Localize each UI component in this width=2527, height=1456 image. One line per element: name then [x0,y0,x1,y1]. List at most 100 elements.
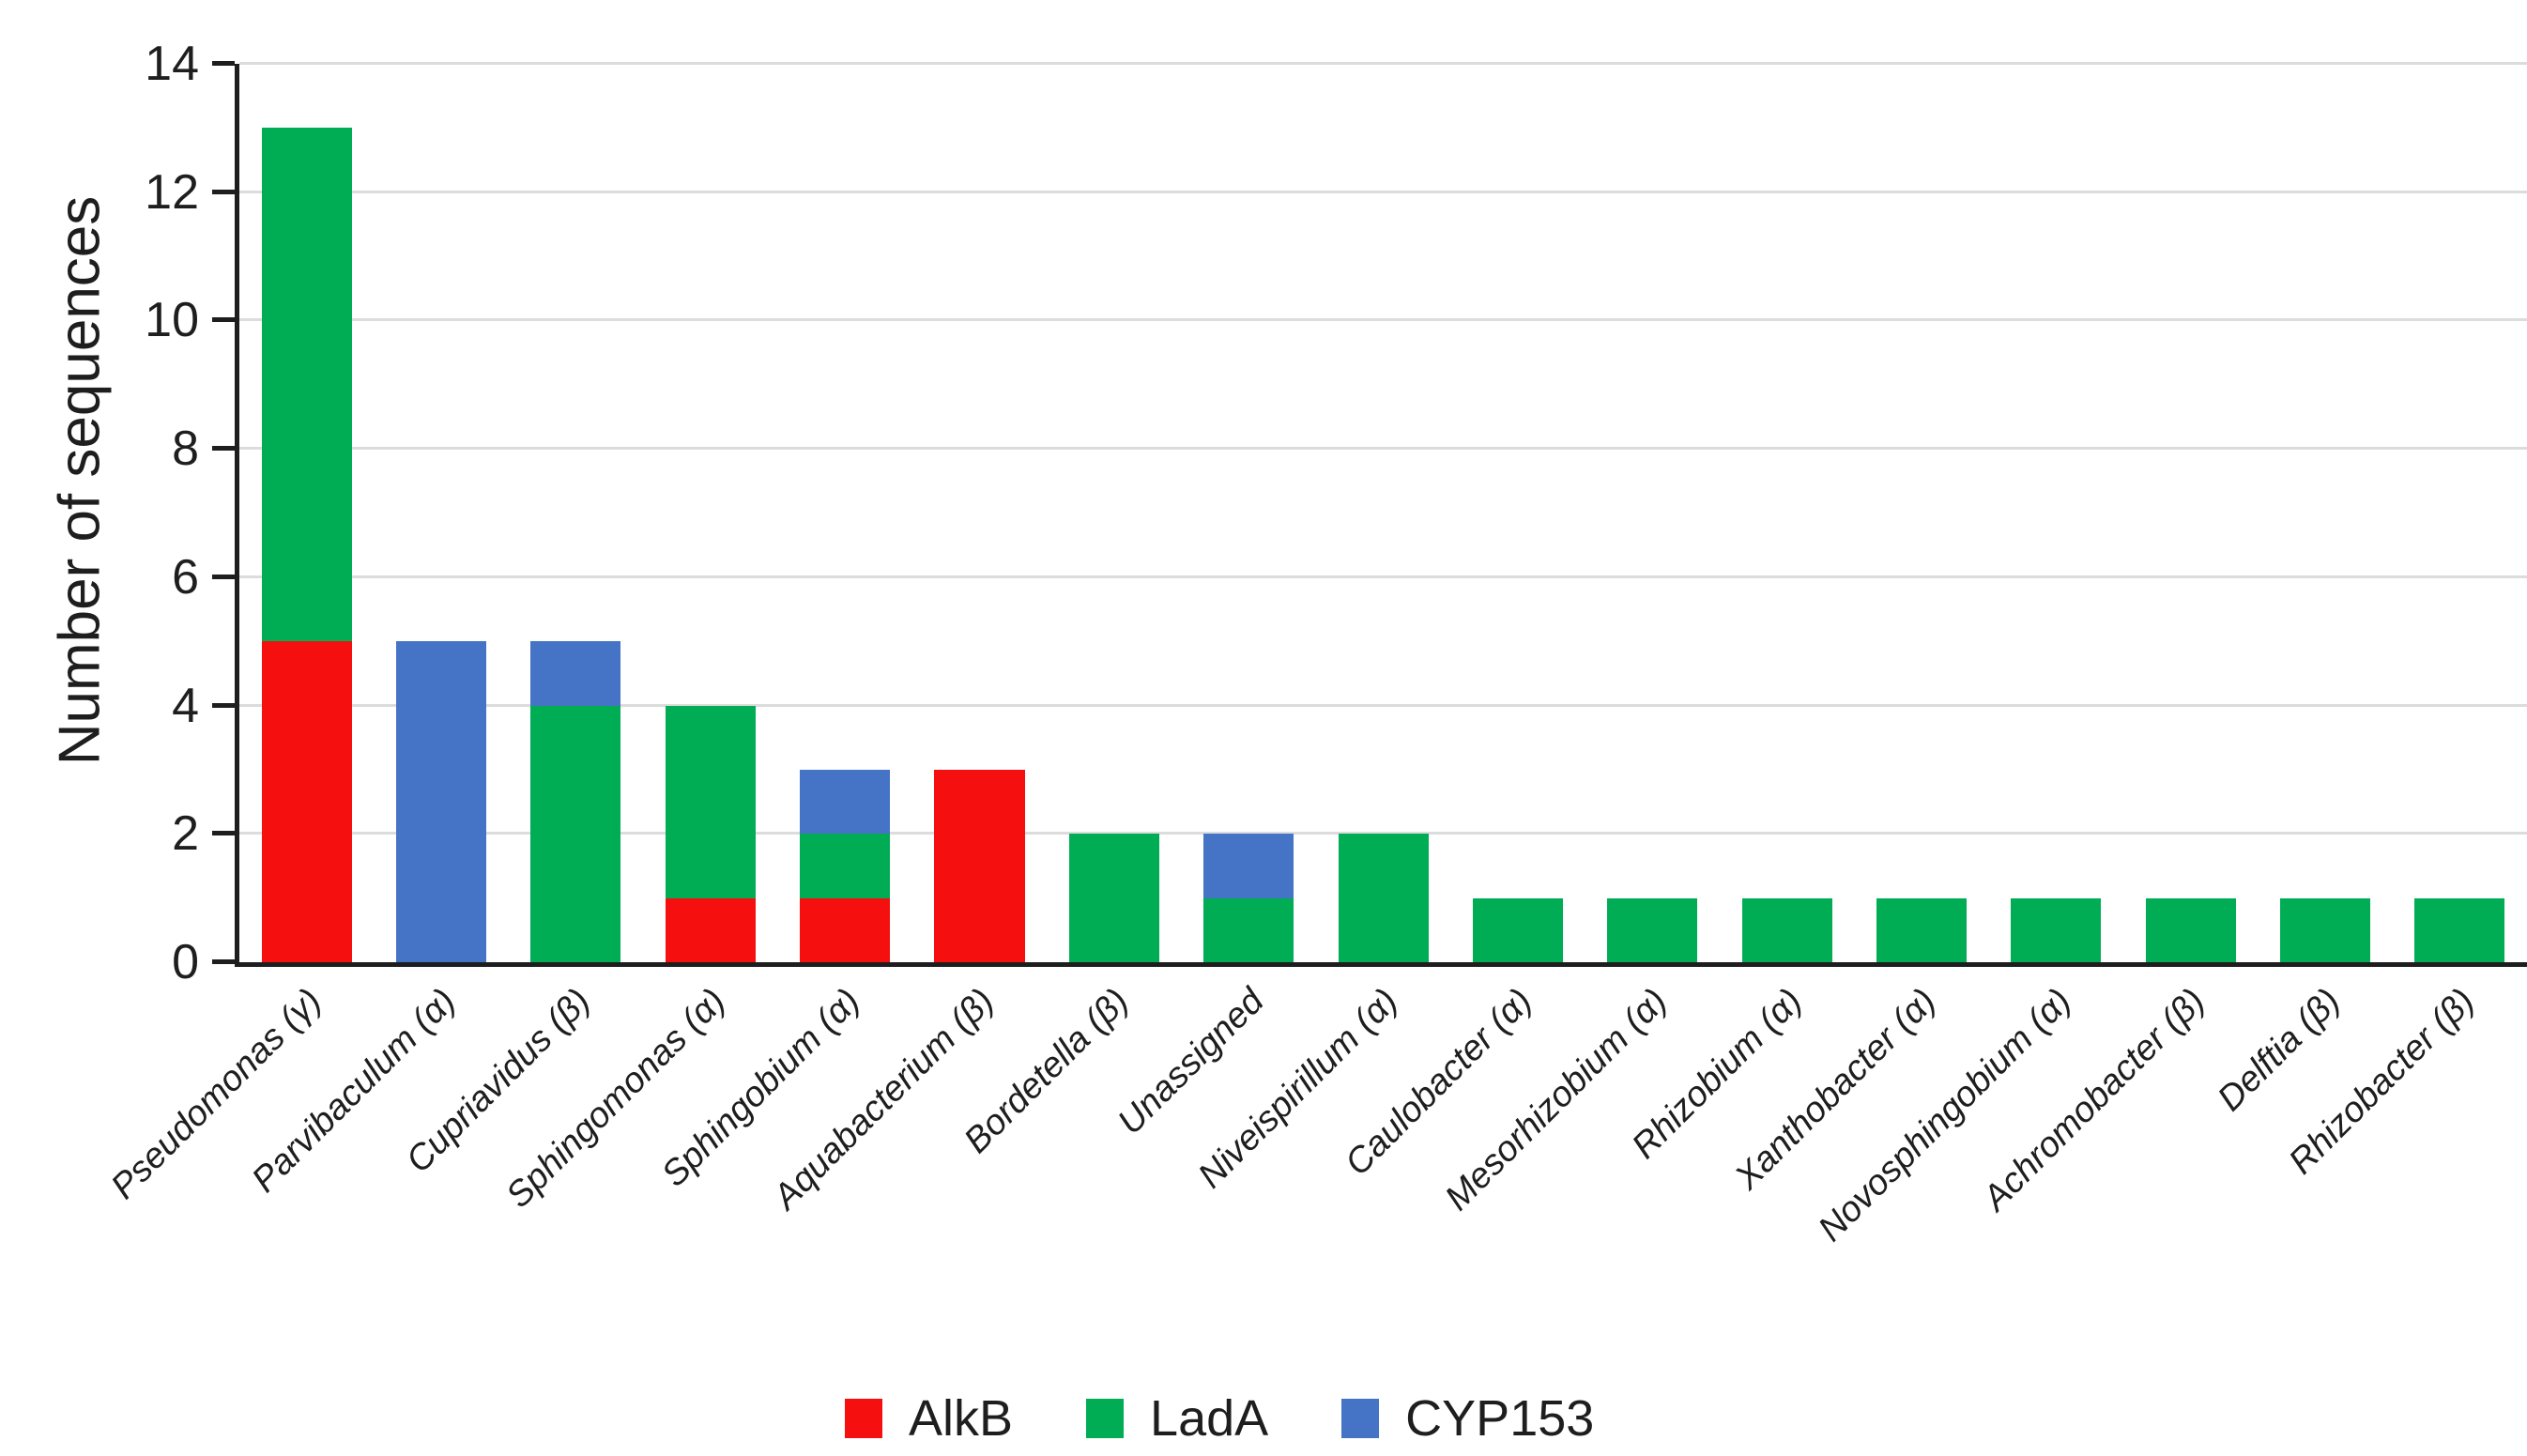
bar-4 [665,64,756,962]
bar-segment-alkb [665,897,756,962]
y-tick-labels: 0 2 4 6 8 10 12 14 [0,39,199,987]
bar-segment-lada [1472,897,1563,962]
gridline-y6 [239,575,2527,578]
legend-label-alkb: AlkB [909,1390,1014,1447]
y-tick-label-4: 4 [172,678,199,733]
bar-segment-lada [2280,897,2371,962]
bar-16 [2280,64,2371,962]
bar-slot [1047,64,1181,962]
bar-segment-alkb [800,897,891,962]
legend-label-cyp153: CYP153 [1405,1390,1595,1447]
gridline-y14 [239,62,2527,65]
y-tick-label-10: 10 [145,293,199,348]
bar-14 [2011,64,2102,962]
bar-segment-cyp153 [396,641,487,962]
bar-segment-alkb [934,769,1025,962]
y-tick-0 [212,959,235,964]
bar-slot [2123,64,2258,962]
bar-slot [643,64,777,962]
bar-15 [2145,64,2236,962]
x-label-slot: Achromobacter (β) [1976,971,2253,1346]
bar-segment-lada [1338,834,1429,962]
bar-slot [2258,64,2392,962]
bar-slot [374,64,508,962]
y-tick-12 [212,189,235,194]
bar-slot [1989,64,2123,962]
y-tick-label-14: 14 [145,37,199,91]
bar-slot [1182,64,1316,962]
y-tick-2 [212,831,235,836]
bar-segment-lada [261,128,352,642]
legend-swatch-cyp153 [1341,1399,1380,1438]
gridline-y4 [239,703,2527,707]
x-axis-labels: Pseudomonas (γ) Parvibaculum (α) Cupriavid… [103,971,2522,1346]
legend-swatch-alkb [845,1399,882,1438]
bar-17 [2414,64,2505,962]
gridline-y8 [239,447,2527,451]
plot-area [235,62,2527,967]
bar-slot [509,64,643,962]
y-tick-label-6: 6 [172,549,199,605]
y-tick-label-12: 12 [145,164,199,220]
y-tick-label-8: 8 [172,421,199,477]
y-tick-10 [212,317,235,323]
bar-segment-cyp153 [530,641,621,706]
legend-item-cyp153: CYP153 [1341,1393,1594,1444]
y-axis-ticks [212,61,235,964]
bar-segment-lada [1607,897,1698,962]
bars-row [239,64,2527,962]
bar-segment-alkb [261,641,352,962]
bar-segment-lada [1876,897,1968,962]
x-label-slot: Bordetella (β) [957,971,1176,1346]
bar-2 [396,64,487,962]
legend-item-lada: LadA [1086,1393,1268,1444]
bar-3 [530,64,621,962]
bar-slot [1854,64,1988,962]
y-tick-6 [212,574,235,579]
bar-segment-lada [1068,834,1159,962]
gridline-y2 [239,832,2527,835]
bar-slot [777,64,911,962]
bar-5 [800,64,891,962]
bar-8 [1203,64,1294,962]
bar-13 [1876,64,1968,962]
bar-7 [1068,64,1159,962]
bar-11 [1607,64,1698,962]
legend-item-alkb: AlkB [845,1393,1013,1444]
bar-slot [1316,64,1450,962]
bar-6 [934,64,1025,962]
x-label-slot: Aquabacterium (β) [766,971,1042,1346]
x-label-slot: Rhizobacter (β) [2282,971,2522,1346]
y-tick-14 [212,61,235,66]
bar-segment-lada [2145,897,2236,962]
bar-segment-lada [800,834,891,898]
bar-9 [1338,64,1429,962]
legend: AlkB LadA CYP153 [845,1393,1594,1444]
bar-10 [1472,64,1563,962]
gridline-y12 [239,190,2527,193]
legend-label-lada: LadA [1150,1390,1269,1447]
bar-segment-lada [665,705,756,898]
bar-segment-lada [530,705,621,962]
bar-segment-lada [1741,897,1832,962]
gridline-y10 [239,318,2527,322]
bar-slot [1450,64,1585,962]
bar-slot [1720,64,1854,962]
bar-slot [1585,64,1720,962]
y-tick-label-2: 2 [172,806,199,862]
bar-segment-cyp153 [800,769,891,835]
y-tick-8 [212,446,235,452]
bar-segment-lada [1203,897,1294,962]
bar-12 [1741,64,1832,962]
bar-slot [239,64,374,962]
bar-segment-lada [2011,897,2102,962]
bar-segment-cyp153 [1203,834,1294,898]
bar-slot [912,64,1047,962]
bar-segment-lada [2414,897,2505,962]
bar-slot [2393,64,2527,962]
legend-swatch-lada [1086,1399,1125,1438]
y-tick-4 [212,702,235,708]
bar-1 [261,64,352,962]
y-tick-label-0: 0 [172,935,199,989]
